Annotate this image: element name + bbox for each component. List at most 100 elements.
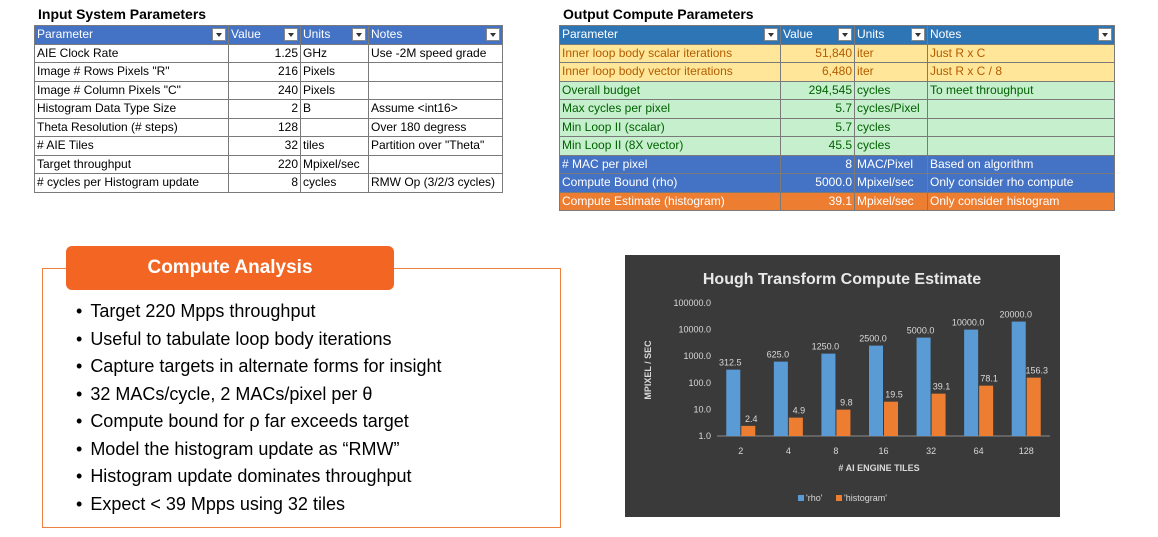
filter-dropdown-icon[interactable] [284,28,298,41]
cell-notes[interactable]: Partition over "Theta" [368,136,503,156]
filter-dropdown-icon[interactable] [1098,28,1112,41]
cell-notes[interactable]: Use -2M speed grade [368,43,503,63]
cell-parameter[interactable]: Min Loop II (scalar) [559,117,781,137]
cell-units[interactable]: Mpixel/sec [300,154,369,174]
table-row: Compute Estimate (histogram) 39.1 Mpixel/s… [559,191,1115,211]
cell-parameter[interactable]: Target throughput [34,154,229,174]
cell-units[interactable]: Mpixel/sec [854,173,928,193]
cell-units[interactable] [300,117,369,137]
cell-notes[interactable]: RMW Op (3/2/3 cycles) [368,173,503,193]
output-parameters-table: Parameter Value Units Notes Inner loop b… [559,25,1115,211]
table-row: AIE Clock Rate 1.25 GHz Use -2M speed grade [34,43,503,63]
cell-units[interactable]: cycles [854,117,928,137]
cell-notes[interactable]: Over 180 degress [368,117,503,137]
cell-parameter[interactable]: Compute Estimate (histogram) [559,191,781,211]
filter-dropdown-icon[interactable] [764,28,778,41]
column-header-notes[interactable]: Notes [927,25,1115,45]
cell-parameter[interactable]: # MAC per pixel [559,154,781,174]
input-table-title: Input System Parameters [38,6,207,22]
cell-units[interactable]: iter [854,43,928,63]
cell-notes[interactable] [368,80,503,100]
cell-value[interactable]: 1.25 [228,43,301,63]
cell-notes[interactable]: Assume <int16> [368,99,503,119]
cell-parameter[interactable]: Compute Bound (rho) [559,173,781,193]
cell-units[interactable]: MAC/Pixel [854,154,928,174]
cell-notes[interactable]: To meet throughput [927,80,1115,100]
data-label: 4.9 [793,406,806,416]
filter-dropdown-icon[interactable] [212,28,226,41]
cell-value[interactable]: 5.7 [780,99,855,119]
data-label: 2.4 [745,414,758,424]
cell-parameter[interactable]: Theta Resolution (# steps) [34,117,229,137]
cell-units[interactable]: Mpixel/sec [854,191,928,211]
cell-notes[interactable] [927,136,1115,156]
cell-value[interactable]: 39.1 [780,191,855,211]
cell-notes[interactable] [927,117,1115,137]
cell-units[interactable]: Pixels [300,80,369,100]
cell-parameter[interactable]: Min Loop II (8X vector) [559,136,781,156]
filter-dropdown-icon[interactable] [838,28,852,41]
cell-value[interactable]: 5000.0 [780,173,855,193]
table-row: Image # Column Pixels "C" 240 Pixels [34,80,503,100]
data-label: 9.8 [840,398,853,408]
cell-notes[interactable] [927,99,1115,119]
cell-value[interactable]: 240 [228,80,301,100]
cell-value[interactable]: 8 [228,173,301,193]
hough-transform-chart: Hough Transform Compute Estimate 100000.0… [625,255,1060,517]
cell-value[interactable]: 8 [780,154,855,174]
filter-dropdown-icon[interactable] [911,28,925,41]
cell-parameter[interactable]: Inner loop body scalar iterations [559,43,781,63]
cell-value[interactable]: 32 [228,136,301,156]
cell-notes[interactable] [368,62,503,82]
cell-parameter[interactable]: Image # Rows Pixels "R" [34,62,229,82]
filter-dropdown-icon[interactable] [352,28,366,41]
cell-parameter[interactable]: Image # Column Pixels "C" [34,80,229,100]
data-label: 10000.0 [952,318,985,328]
cell-value[interactable]: 51,840 [780,43,855,63]
cell-parameter[interactable]: Overall budget [559,80,781,100]
cell-value[interactable]: 128 [228,117,301,137]
cell-units[interactable]: B [300,99,369,119]
column-header-units[interactable]: Units [854,25,928,45]
column-header-units[interactable]: Units [300,25,369,45]
cell-value[interactable]: 294,545 [780,80,855,100]
column-header-notes[interactable]: Notes [368,25,503,45]
cell-parameter[interactable]: Histogram Data Type Size [34,99,229,119]
compute-analysis-bullets: Target 220 Mpps throughput Useful to tab… [76,298,441,518]
bar-histogram [741,425,756,436]
cell-value[interactable]: 2 [228,99,301,119]
cell-value[interactable]: 220 [228,154,301,174]
cell-units[interactable]: iter [854,62,928,82]
cell-notes[interactable] [368,154,503,174]
cell-value[interactable]: 45.5 [780,136,855,156]
cell-notes[interactable]: Just R x C [927,43,1115,63]
cell-units[interactable]: cycles [300,173,369,193]
column-header-value[interactable]: Value [228,25,301,45]
cell-units[interactable]: cycles/Pixel [854,99,928,119]
cell-parameter[interactable]: Max cycles per pixel [559,99,781,119]
cell-units[interactable]: cycles [854,80,928,100]
cell-notes[interactable]: Only consider histogram [927,191,1115,211]
cell-units[interactable]: tiles [300,136,369,156]
cell-units[interactable]: cycles [854,136,928,156]
cell-notes[interactable]: Only consider rho compute [927,173,1115,193]
cell-parameter[interactable]: # AIE Tiles [34,136,229,156]
data-label: 625.0 [767,350,790,360]
cell-value[interactable]: 6,480 [780,62,855,82]
cell-value[interactable]: 5.7 [780,117,855,137]
cell-notes[interactable]: Just R x C / 8 [927,62,1115,82]
bar-histogram [931,393,946,436]
column-header-value[interactable]: Value [780,25,855,45]
y-tick-label: 10.0 [693,404,711,414]
cell-parameter[interactable]: # cycles per Histogram update [34,173,229,193]
y-tick-label: 10000.0 [678,325,711,335]
filter-dropdown-icon[interactable] [486,28,500,41]
cell-value[interactable]: 216 [228,62,301,82]
column-header-parameter[interactable]: Parameter [34,25,229,45]
cell-units[interactable]: Pixels [300,62,369,82]
cell-parameter[interactable]: AIE Clock Rate [34,43,229,63]
cell-parameter[interactable]: Inner loop body vector iterations [559,62,781,82]
cell-units[interactable]: GHz [300,43,369,63]
cell-notes[interactable]: Based on algorithm [927,154,1115,174]
column-header-parameter[interactable]: Parameter [559,25,781,45]
